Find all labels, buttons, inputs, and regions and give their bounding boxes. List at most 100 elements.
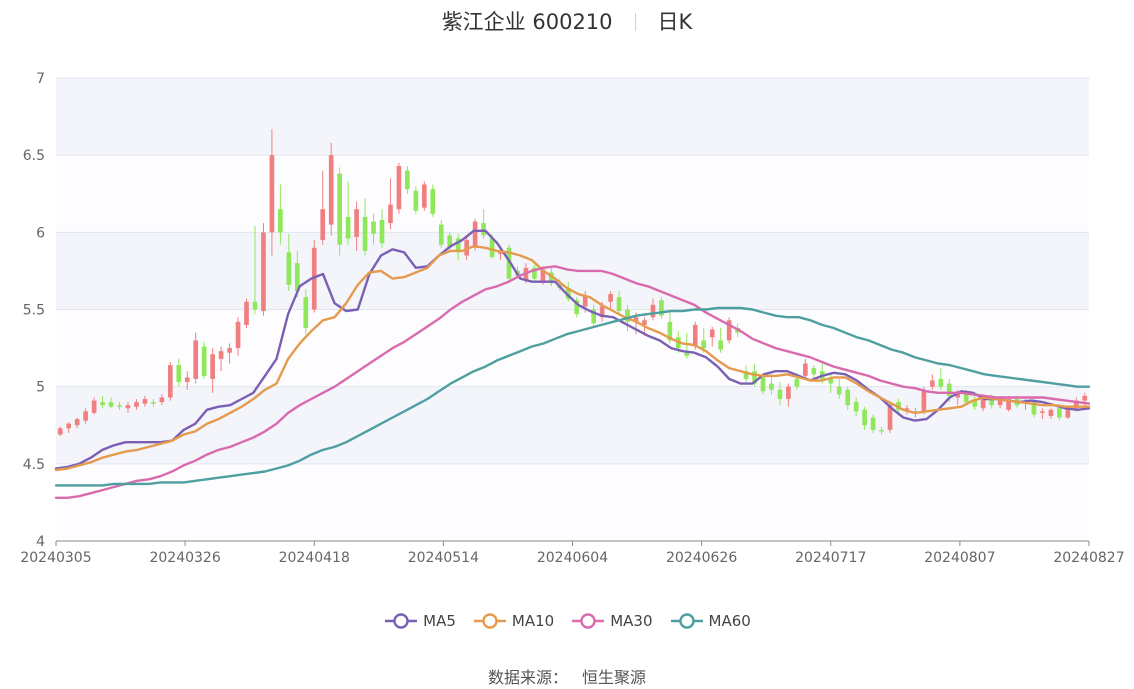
candle-body [328, 155, 334, 225]
candle-body [455, 238, 461, 253]
candle-body [151, 402, 156, 404]
legend-label: MA10 [511, 612, 555, 630]
source-value: 恒生聚源 [582, 668, 647, 687]
candle-body [294, 263, 300, 291]
x-tick-label: 20240717 [795, 550, 866, 566]
candle-body [904, 408, 910, 410]
candle-body [438, 224, 444, 245]
x-tick-label: 20240626 [666, 550, 737, 566]
legend-marker-icon [385, 613, 418, 629]
candle-body [946, 383, 952, 396]
candle-body [853, 402, 859, 412]
candle-body [379, 219, 385, 244]
candle-body [184, 377, 190, 383]
candle-body [405, 170, 410, 190]
candle-body [66, 423, 72, 429]
candle-body [989, 397, 994, 406]
ma-line-ma60 [54, 306, 1091, 487]
candle-body [1006, 399, 1011, 410]
legend-marker-icon [670, 613, 703, 629]
candle-body [159, 397, 165, 403]
candle-body [684, 352, 690, 356]
candle-body [337, 173, 342, 245]
candle-body [74, 419, 80, 426]
candle-body [616, 297, 622, 312]
candle-body [574, 300, 580, 315]
y-tick-label: 4.5 [23, 457, 45, 473]
candle-body [887, 405, 893, 430]
candle-body [278, 209, 283, 233]
x-tick-label: 20240305 [20, 550, 91, 566]
candle-body [218, 351, 224, 359]
candle-body [963, 394, 969, 403]
candle-body [108, 402, 114, 407]
candle-body [57, 428, 63, 435]
candle-body [506, 247, 512, 279]
candle-body [862, 409, 867, 426]
candle-body [921, 389, 927, 412]
y-tick-label: 7 [36, 71, 45, 87]
candle-body [447, 235, 453, 248]
candle-body [396, 165, 402, 210]
candle-body [769, 383, 774, 390]
candle-body [845, 389, 851, 406]
candle-body [210, 354, 215, 379]
candle-body [794, 378, 800, 387]
candle-body [692, 324, 698, 347]
chart-title: 紫江企业 600210 日K [0, 6, 1134, 38]
legend-label: MA30 [610, 612, 653, 630]
candle-body [472, 221, 478, 248]
candle-body [625, 309, 630, 322]
candle-body [142, 399, 148, 404]
candle-body [828, 378, 834, 384]
x-tick-label: 20240326 [149, 550, 220, 566]
candle-body [650, 304, 656, 318]
candle-body [1073, 400, 1079, 409]
candle-body [565, 287, 571, 299]
candle-body [83, 411, 88, 421]
candle-body [167, 365, 173, 398]
candle-body [252, 301, 258, 310]
candle-body [235, 321, 241, 349]
candle-body [261, 232, 266, 312]
candle-body [930, 380, 935, 387]
candle-body [489, 238, 495, 258]
candle-body [760, 377, 766, 392]
candle-body [464, 240, 469, 256]
candle-body [413, 190, 419, 211]
y-tick-label: 4 [36, 534, 45, 550]
candlestick-chart: 4 4.5 5 5.5 6 6.5 7 20240305 20240326 20240418 202… [20, 71, 1124, 566]
candle-body [1048, 409, 1054, 416]
candle-body [354, 209, 359, 237]
legend-item-ma60[interactable]: MA60 [669, 612, 751, 630]
candle-body [320, 209, 326, 241]
candle-body [430, 189, 436, 214]
candle-body [1082, 395, 1088, 401]
candle-body [481, 223, 486, 236]
candle-body [803, 363, 808, 376]
x-tick-label: 20240418 [279, 550, 350, 566]
candle-body [633, 317, 639, 322]
candle-body [193, 340, 199, 379]
chart-title-period: 日K [657, 10, 693, 34]
candle-body [345, 216, 351, 239]
candle-body [117, 405, 122, 407]
candle-body [591, 309, 596, 324]
plot-band [56, 386, 1089, 464]
data-source: 数据来源： 恒生聚源 [0, 664, 1134, 688]
candle-body [244, 301, 249, 325]
ma-line-ma5 [54, 229, 1091, 470]
legend-label: MA60 [708, 612, 751, 630]
legend-marker-icon [473, 613, 506, 629]
candle-body [836, 386, 842, 395]
candle-body [811, 368, 817, 375]
legend-item-ma30[interactable]: MA30 [570, 612, 653, 630]
title-separator [634, 13, 636, 31]
candle-body [100, 402, 105, 406]
candle-body [582, 295, 588, 307]
legend-item-ma5[interactable]: MA5 [383, 612, 456, 630]
candle-body [752, 371, 757, 384]
source-label: 数据来源： [487, 668, 568, 687]
candle-body [938, 378, 944, 387]
legend-item-ma10[interactable]: MA10 [472, 612, 554, 630]
